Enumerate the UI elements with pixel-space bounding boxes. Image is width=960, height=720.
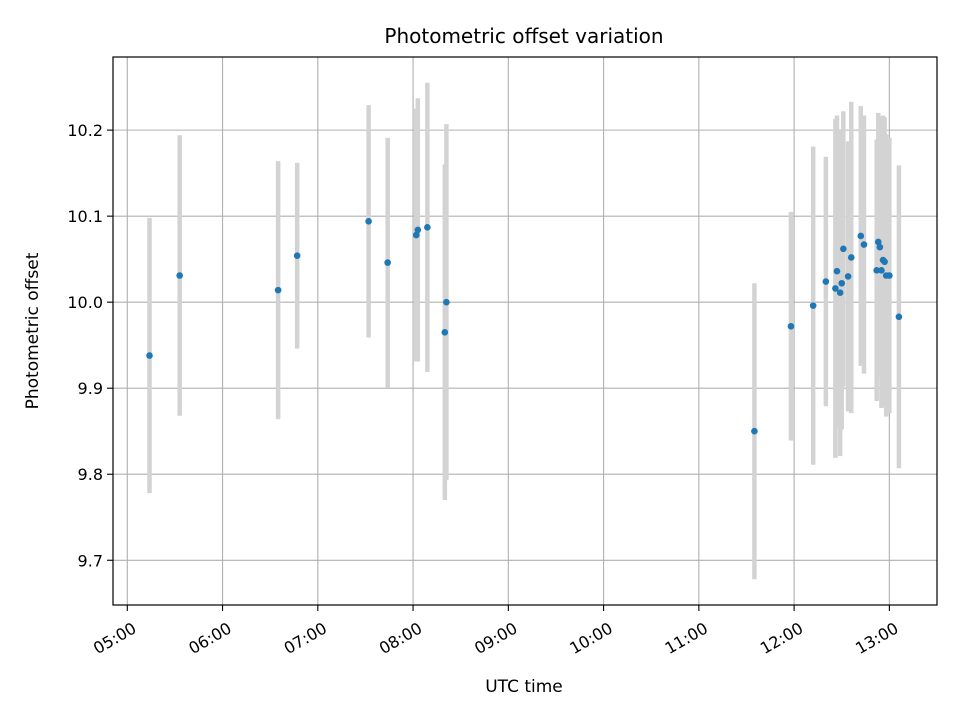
data-point [412, 231, 420, 239]
data-point [443, 298, 450, 306]
data-point [847, 254, 855, 261]
data-point [833, 267, 841, 275]
chart-title: Photometric offset variation [384, 24, 663, 48]
data-point [176, 272, 183, 279]
data-point [881, 258, 888, 266]
data-point [878, 267, 885, 274]
data-point [787, 322, 795, 330]
data-point [838, 279, 846, 287]
y-tick-label: 10.0 [67, 293, 103, 312]
data-point [365, 218, 372, 225]
x-axis-label: UTC time [485, 677, 563, 697]
data-point [874, 238, 882, 246]
data-point [274, 286, 282, 294]
y-axis-ticks: 9.7 9.8 9.9 10.0 10.1 10.2 [67, 121, 113, 570]
data-point [840, 245, 847, 253]
data-point [414, 226, 422, 234]
y-tick-label: 9.9 [78, 379, 103, 398]
data-point [857, 232, 865, 240]
data-point [822, 278, 830, 285]
y-tick-label: 10.1 [67, 207, 103, 226]
data-points [146, 218, 903, 435]
plot-frame [112, 56, 938, 606]
y-tick-label: 9.7 [78, 551, 103, 570]
data-point [809, 302, 817, 309]
data-point [293, 252, 301, 260]
data-point [441, 328, 449, 336]
data-point [832, 285, 839, 292]
data-point [860, 241, 868, 248]
data-point [424, 224, 431, 231]
data-point [876, 243, 884, 251]
data-point [384, 259, 391, 266]
data-point [836, 289, 844, 297]
data-point [873, 267, 880, 274]
y-tick-label: 9.8 [78, 465, 103, 484]
grid [113, 57, 937, 605]
data-point [895, 313, 903, 321]
data-point [751, 427, 758, 435]
data-point [146, 352, 153, 359]
y-axis-label: Photometric offset [23, 252, 43, 409]
data-point [886, 272, 893, 279]
y-tick-label: 10.2 [67, 121, 103, 140]
data-point [844, 273, 852, 280]
